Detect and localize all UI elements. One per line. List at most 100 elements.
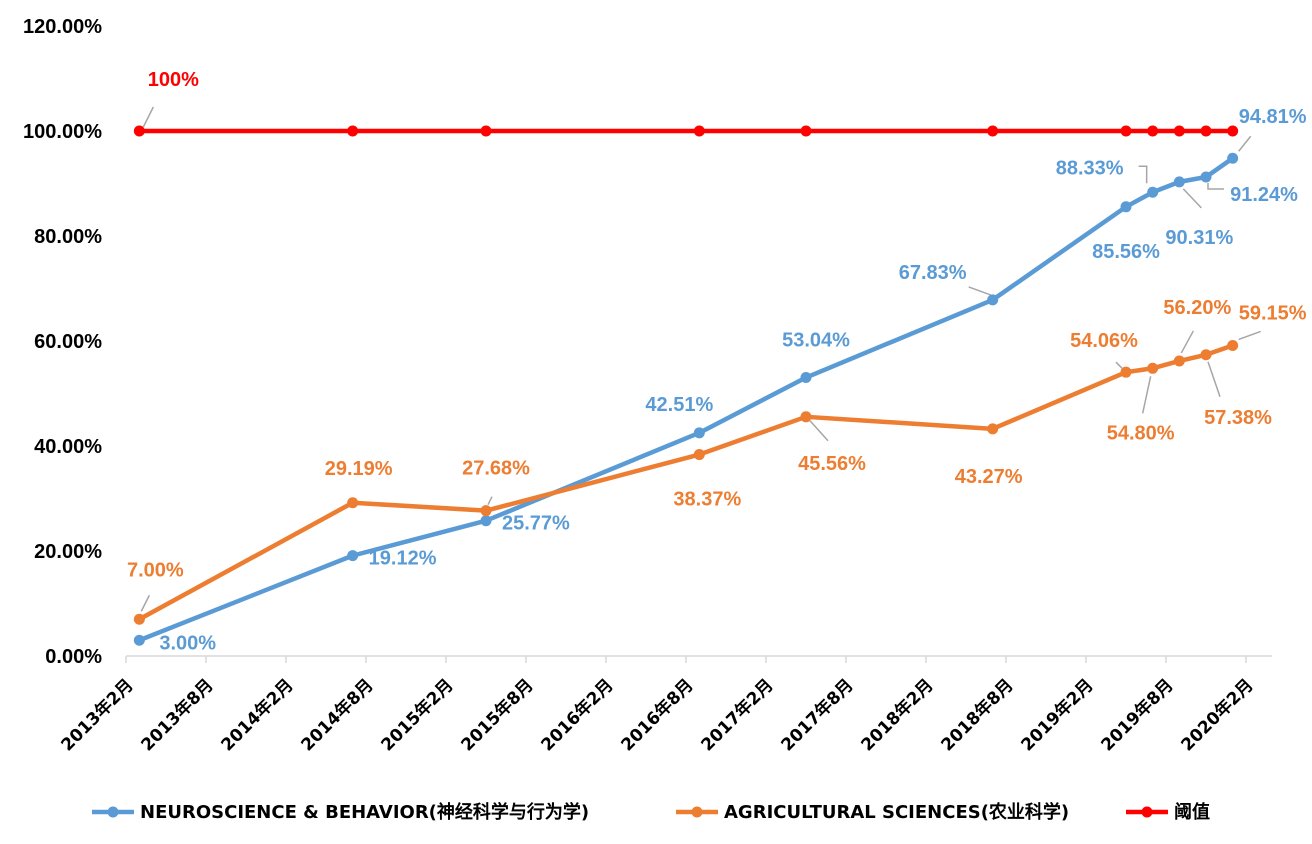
x-axis-ticks: 2013年2月 2013年8月 2014年2月 2014年8月 2015年2月 2015年… — [57, 656, 1258, 755]
legend-marker-threshold — [1141, 806, 1153, 818]
data-point-agricultural — [480, 505, 492, 517]
legend-marker-agricultural — [691, 806, 703, 818]
data-label-agricultural: 59.15% — [1239, 302, 1307, 324]
data-point-neuroscience — [133, 634, 145, 646]
data-label-agricultural: 38.37% — [673, 489, 741, 511]
x-tick-label: 2019年8月 — [1097, 675, 1178, 756]
x-tick-label: 2014年2月 — [217, 675, 298, 756]
leader-line — [1180, 330, 1194, 354]
data-labels: 3.00% 19.12% 25.77% 42.51% 53.04% 67.83% 85.56… — [127, 69, 1307, 654]
x-tick-label: 2015年2月 — [377, 675, 458, 756]
data-point-agricultural — [347, 497, 359, 509]
leader-line — [1238, 135, 1252, 152]
x-tick-label: 2014年8月 — [297, 675, 378, 756]
series-layer — [133, 125, 1239, 646]
y-tick-label: 60.00% — [34, 331, 102, 353]
data-label-agricultural: 27.68% — [462, 458, 530, 480]
data-point-neuroscience — [800, 372, 812, 384]
leader-line — [968, 286, 991, 296]
leader-line — [1141, 376, 1152, 414]
data-point-threshold — [1147, 125, 1159, 137]
data-point-agricultural — [1147, 362, 1159, 374]
data-label-neuroscience: 3.00% — [159, 632, 216, 654]
data-label-threshold: 100% — [148, 69, 199, 91]
label-leader-lines — [140, 106, 1261, 612]
data-point-neuroscience — [1173, 176, 1185, 188]
y-tick-label: 0.00% — [45, 646, 102, 668]
data-label-neuroscience: 53.04% — [782, 330, 850, 352]
y-tick-label: 120.00% — [23, 16, 102, 38]
data-label-neuroscience: 91.24% — [1230, 184, 1298, 206]
x-tick-label: 2018年8月 — [937, 675, 1018, 756]
x-tick-label: 2016年8月 — [617, 675, 698, 756]
data-label-agricultural: 43.27% — [955, 466, 1023, 488]
data-point-threshold — [800, 125, 812, 137]
leader-line — [487, 496, 493, 506]
data-point-threshold — [480, 125, 492, 137]
leader-line — [142, 106, 155, 128]
x-tick-label: 2013年8月 — [137, 675, 218, 756]
data-point-threshold — [133, 125, 145, 137]
data-label-neuroscience: 94.81% — [1239, 106, 1307, 128]
data-point-agricultural — [1120, 366, 1132, 378]
leader-line — [1138, 165, 1148, 184]
y-tick-label: 100.00% — [23, 121, 102, 143]
x-tick-label: 2017年2月 — [697, 675, 778, 756]
data-point-threshold — [1200, 125, 1212, 137]
data-point-threshold — [987, 125, 999, 137]
data-point-threshold — [1227, 125, 1239, 137]
x-tick-label: 2020年2月 — [1177, 675, 1258, 756]
data-label-neuroscience: 42.51% — [645, 394, 713, 416]
data-point-threshold — [1120, 125, 1132, 137]
data-label-agricultural: 56.20% — [1163, 297, 1231, 319]
data-point-neuroscience — [987, 294, 999, 306]
x-tick-label: 2017年8月 — [777, 675, 858, 756]
data-point-neuroscience — [1200, 171, 1212, 183]
data-point-agricultural — [1227, 339, 1239, 351]
x-tick-label: 2015年8月 — [457, 675, 538, 756]
legend-label-threshold: 阈值 — [1174, 801, 1210, 823]
y-tick-label: 80.00% — [34, 226, 102, 248]
data-point-agricultural — [1173, 355, 1185, 367]
data-point-threshold — [1173, 125, 1185, 137]
data-point-neuroscience — [1227, 152, 1239, 164]
x-tick-label: 2019年2月 — [1017, 675, 1098, 756]
data-point-neuroscience — [693, 427, 705, 439]
data-label-neuroscience: 67.83% — [899, 262, 967, 284]
x-tick-label: 2013年2月 — [57, 675, 138, 756]
data-label-agricultural: 45.56% — [798, 453, 866, 475]
data-point-threshold — [347, 125, 359, 137]
data-label-agricultural: 29.19% — [325, 458, 393, 480]
leader-line — [1238, 330, 1261, 341]
data-point-neuroscience — [1120, 201, 1132, 213]
leader-line — [140, 594, 151, 612]
legend-label-neuroscience: NEUROSCIENCE & BEHAVIOR(神经科学与行为学) — [140, 801, 589, 823]
data-point-neuroscience — [347, 550, 359, 562]
leader-line — [1207, 361, 1221, 397]
data-label-agricultural: 54.06% — [1070, 330, 1138, 352]
data-label-agricultural: 7.00% — [127, 559, 184, 581]
x-tick-label: 2018年2月 — [857, 675, 938, 756]
data-point-agricultural — [1200, 349, 1212, 361]
leader-line — [1115, 361, 1123, 369]
data-label-agricultural: 54.80% — [1107, 422, 1175, 444]
data-label-neuroscience: 19.12% — [369, 548, 437, 570]
legend-label-agricultural: AGRICULTURAL SCIENCES(农业科学) — [724, 801, 1069, 823]
data-label-neuroscience: 88.33% — [1056, 157, 1124, 179]
y-axis-ticks: 0.00% 20.00% 40.00% 60.00% 80.00% 100.00% 120.… — [23, 16, 102, 668]
series-line-agricultural — [137, 343, 1235, 622]
data-point-agricultural — [133, 613, 145, 625]
x-tick-label: 2016年2月 — [537, 675, 618, 756]
y-tick-label: 20.00% — [34, 541, 102, 563]
data-point-threshold — [693, 125, 705, 137]
y-tick-label: 40.00% — [34, 436, 102, 458]
leader-line — [1207, 182, 1224, 190]
data-point-neuroscience — [1147, 186, 1159, 198]
leader-line — [809, 420, 829, 442]
leader-line — [1182, 188, 1202, 209]
data-label-agricultural: 57.38% — [1204, 407, 1272, 429]
data-label-neuroscience: 85.56% — [1092, 241, 1160, 263]
data-label-neuroscience: 90.31% — [1165, 227, 1233, 249]
